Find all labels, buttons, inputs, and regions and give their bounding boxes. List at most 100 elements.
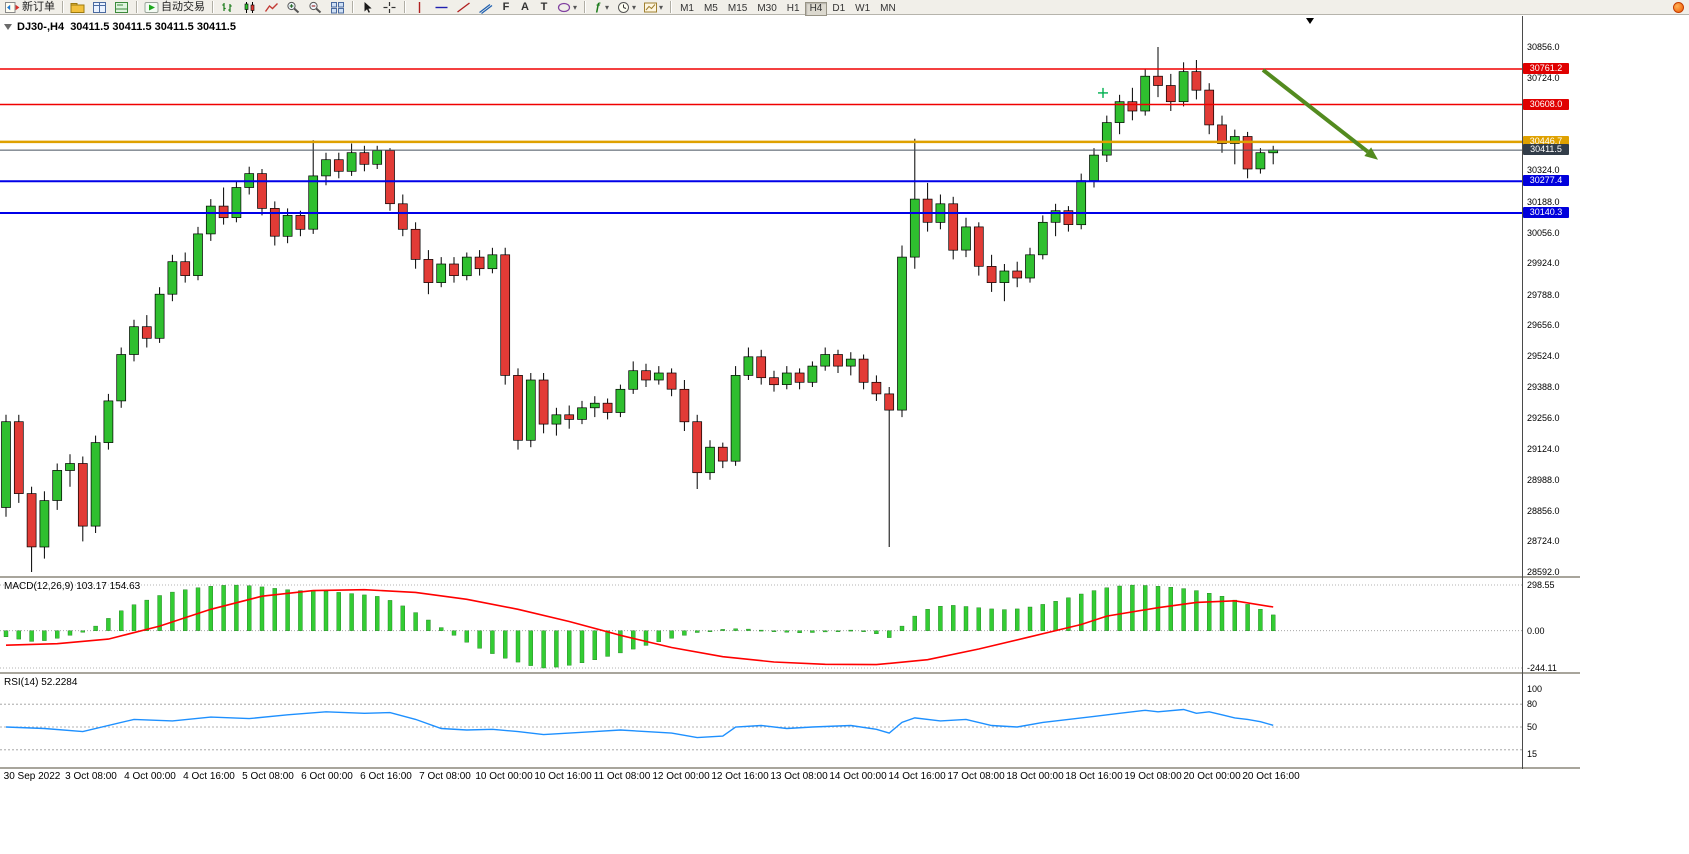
horizontal-line-tool-button[interactable] [431, 0, 452, 14]
macd-histogram-bar [1002, 609, 1007, 631]
crosshair-tool-button[interactable] [379, 0, 400, 14]
macd-histogram-bar [1117, 585, 1122, 631]
macd-histogram-bar [541, 630, 546, 669]
shapes-tool-button[interactable]: ▾ [554, 0, 580, 14]
panel-separator[interactable] [0, 672, 1580, 675]
bull-candle [1, 421, 11, 508]
rsi-line [5, 708, 1274, 739]
bear-candle [641, 370, 651, 381]
chart-collapse-button[interactable] [4, 24, 12, 30]
bull-candle [615, 388, 626, 413]
new-order-button[interactable]: 新订单 [2, 0, 58, 14]
timeframe-m30-button[interactable]: M30 [752, 2, 781, 16]
periods-button[interactable]: ▾ [613, 0, 639, 14]
chart-title: DJ30-,H4 30411.5 30411.5 30411.5 30411.5 [17, 21, 236, 33]
macd-histogram-bar [963, 606, 969, 631]
autotrading-button[interactable]: 自动交易 [141, 0, 208, 14]
toolbar-separator [670, 1, 672, 13]
profiles-button[interactable] [67, 0, 88, 14]
macd-histogram-bar [131, 604, 137, 631]
macd-histogram-bar [29, 630, 34, 642]
macd-histogram-bar [592, 630, 597, 661]
candlestick-mode-button[interactable] [239, 0, 260, 14]
bear-candle [1242, 136, 1253, 170]
macd-histogram-bar [272, 588, 277, 631]
macd-histogram-bar [1104, 587, 1110, 631]
macd-histogram-bar [16, 630, 21, 640]
timeframe-m15-button[interactable]: M15 [723, 2, 752, 16]
bear-candle [922, 198, 933, 223]
indicators-button[interactable]: ƒ ▾ [589, 0, 612, 14]
bull-candle [705, 446, 715, 474]
text-tool-button[interactable]: A [516, 0, 534, 14]
price-scale-tick: 28856.0 [1527, 506, 1560, 516]
macd-scale-tick: 0.00 [1527, 626, 1545, 636]
bear-candle [794, 372, 805, 383]
bear-candle [1063, 210, 1074, 225]
bear-candle [26, 493, 37, 548]
macd-histogram-bar [311, 590, 316, 631]
cursor-tool-button[interactable] [357, 0, 378, 14]
timeframe-h4-button[interactable]: H4 [804, 1, 828, 16]
bar-chart-mode-button[interactable] [217, 0, 238, 14]
time-axis-separator [0, 767, 1580, 770]
shapes-ellipse-icon [557, 2, 571, 12]
macd-histogram-bar [118, 610, 124, 631]
price-scale-tick: 30056.0 [1527, 228, 1560, 238]
timeframe-h1-button[interactable]: H1 [782, 2, 805, 16]
macd-histogram-bar [912, 615, 917, 631]
bull-candle [1050, 210, 1061, 223]
rsi-scale-tick: 50 [1527, 722, 1538, 732]
timeframe-d1-button[interactable]: D1 [827, 2, 850, 16]
price-scale-tick: 28988.0 [1527, 475, 1560, 485]
macd-indicator-panel[interactable] [0, 579, 1522, 672]
line-chart-mode-button[interactable] [261, 0, 282, 14]
toolbar-separator [62, 1, 63, 13]
panel-separator[interactable] [0, 576, 1580, 579]
macd-histogram-bar [1066, 597, 1071, 631]
vertical-line-tool-button[interactable] [409, 0, 430, 14]
timeframe-m5-button[interactable]: M5 [699, 2, 723, 16]
time-axis-label: 4 Oct 16:00 [183, 771, 235, 782]
bull-candle [308, 175, 319, 230]
timeframe-m1-button[interactable]: M1 [675, 2, 699, 16]
channel-tool-button[interactable] [475, 0, 496, 14]
tile-windows-icon [331, 1, 344, 13]
timeframe-mn-button[interactable]: MN [875, 2, 901, 16]
bear-candle [295, 215, 306, 230]
bull-candle [1025, 254, 1035, 279]
macd-histogram-bar [720, 629, 725, 631]
bear-candle [359, 152, 370, 165]
bull-candle [628, 370, 639, 390]
macd-histogram-bar [554, 630, 559, 668]
macd-histogram-bar [733, 628, 738, 631]
price-scale-tick: 28592.0 [1527, 567, 1560, 577]
new-order-icon [5, 1, 20, 13]
bear-candle [13, 421, 24, 494]
trendline-tool-button[interactable] [453, 0, 474, 14]
macd-histogram-bar [567, 630, 572, 666]
fibonacci-icon: F [502, 0, 510, 13]
macd-histogram-bar [1015, 608, 1020, 631]
bull-candle [52, 470, 63, 501]
fibonacci-tool-button[interactable]: F [497, 0, 515, 14]
rsi-indicator-panel[interactable] [0, 675, 1522, 767]
main-price-chart[interactable] [0, 16, 1522, 576]
bull-candle [961, 226, 971, 251]
macd-histogram-bar [157, 595, 162, 631]
timeframe-w1-button[interactable]: W1 [850, 2, 875, 16]
time-axis-label: 6 Oct 00:00 [301, 771, 353, 782]
zoom-in-button[interactable] [283, 0, 304, 14]
zoom-in-icon [287, 1, 300, 13]
macd-histogram-bar [669, 630, 674, 639]
templates-button[interactable]: ▾ [640, 0, 666, 14]
macd-histogram-bar [55, 630, 60, 639]
terminal-button[interactable] [111, 0, 132, 14]
text-label-tool-button[interactable]: T [535, 0, 553, 14]
macd-histogram-bar [1078, 593, 1084, 631]
zoom-out-button[interactable] [305, 0, 326, 14]
market-watch-button[interactable] [89, 0, 110, 14]
chart-shift-marker-icon[interactable] [1306, 18, 1314, 24]
macd-histogram-bar [1130, 584, 1135, 631]
tile-windows-button[interactable] [327, 0, 348, 14]
